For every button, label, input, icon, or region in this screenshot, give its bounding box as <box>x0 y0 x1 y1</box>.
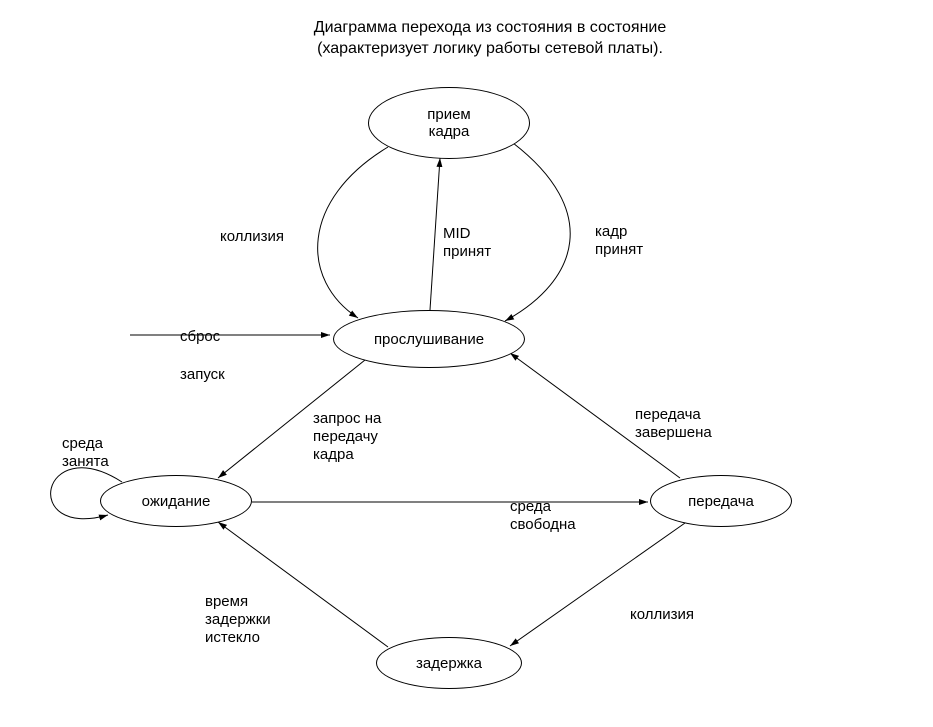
diagram-container: Диаграмма перехода из состояния в состоя… <box>0 0 933 727</box>
node-transmit-label: передача <box>688 493 754 510</box>
node-wait-label: ожидание <box>142 493 211 510</box>
node-delay-label: задержка <box>416 655 482 672</box>
title-line2: (характеризует логику работы сетевой пла… <box>317 40 663 57</box>
label-collision2: коллизия <box>630 588 694 624</box>
label-mid-received: MID принят <box>443 207 491 261</box>
node-delay: задержка <box>376 637 522 689</box>
label-delay-expired: время задержки истекло <box>205 575 271 647</box>
label-medium-busy: среда занята <box>62 417 109 471</box>
diagram-title: Диаграмма перехода из состояния в состоя… <box>245 18 735 60</box>
node-wait: ожидание <box>100 475 252 527</box>
label-collision1: коллизия <box>220 210 284 246</box>
label-tx-done: передача завершена <box>635 388 712 442</box>
node-listen: прослушивание <box>333 310 525 368</box>
node-transmit: передача <box>650 475 792 527</box>
label-medium-free-top: среда свободна <box>510 480 576 534</box>
label-tx-request: запрос на передачу кадра <box>313 392 381 464</box>
title-line1: Диаграмма перехода из состояния в состоя… <box>314 19 667 36</box>
node-receive-label: прием кадра <box>427 106 471 140</box>
node-receive: прием кадра <box>368 87 530 159</box>
label-frame-received: кадр принят <box>595 205 643 259</box>
node-listen-label: прослушивание <box>374 331 484 348</box>
label-reset: сброс <box>180 310 220 346</box>
label-start: запуск <box>180 348 225 384</box>
